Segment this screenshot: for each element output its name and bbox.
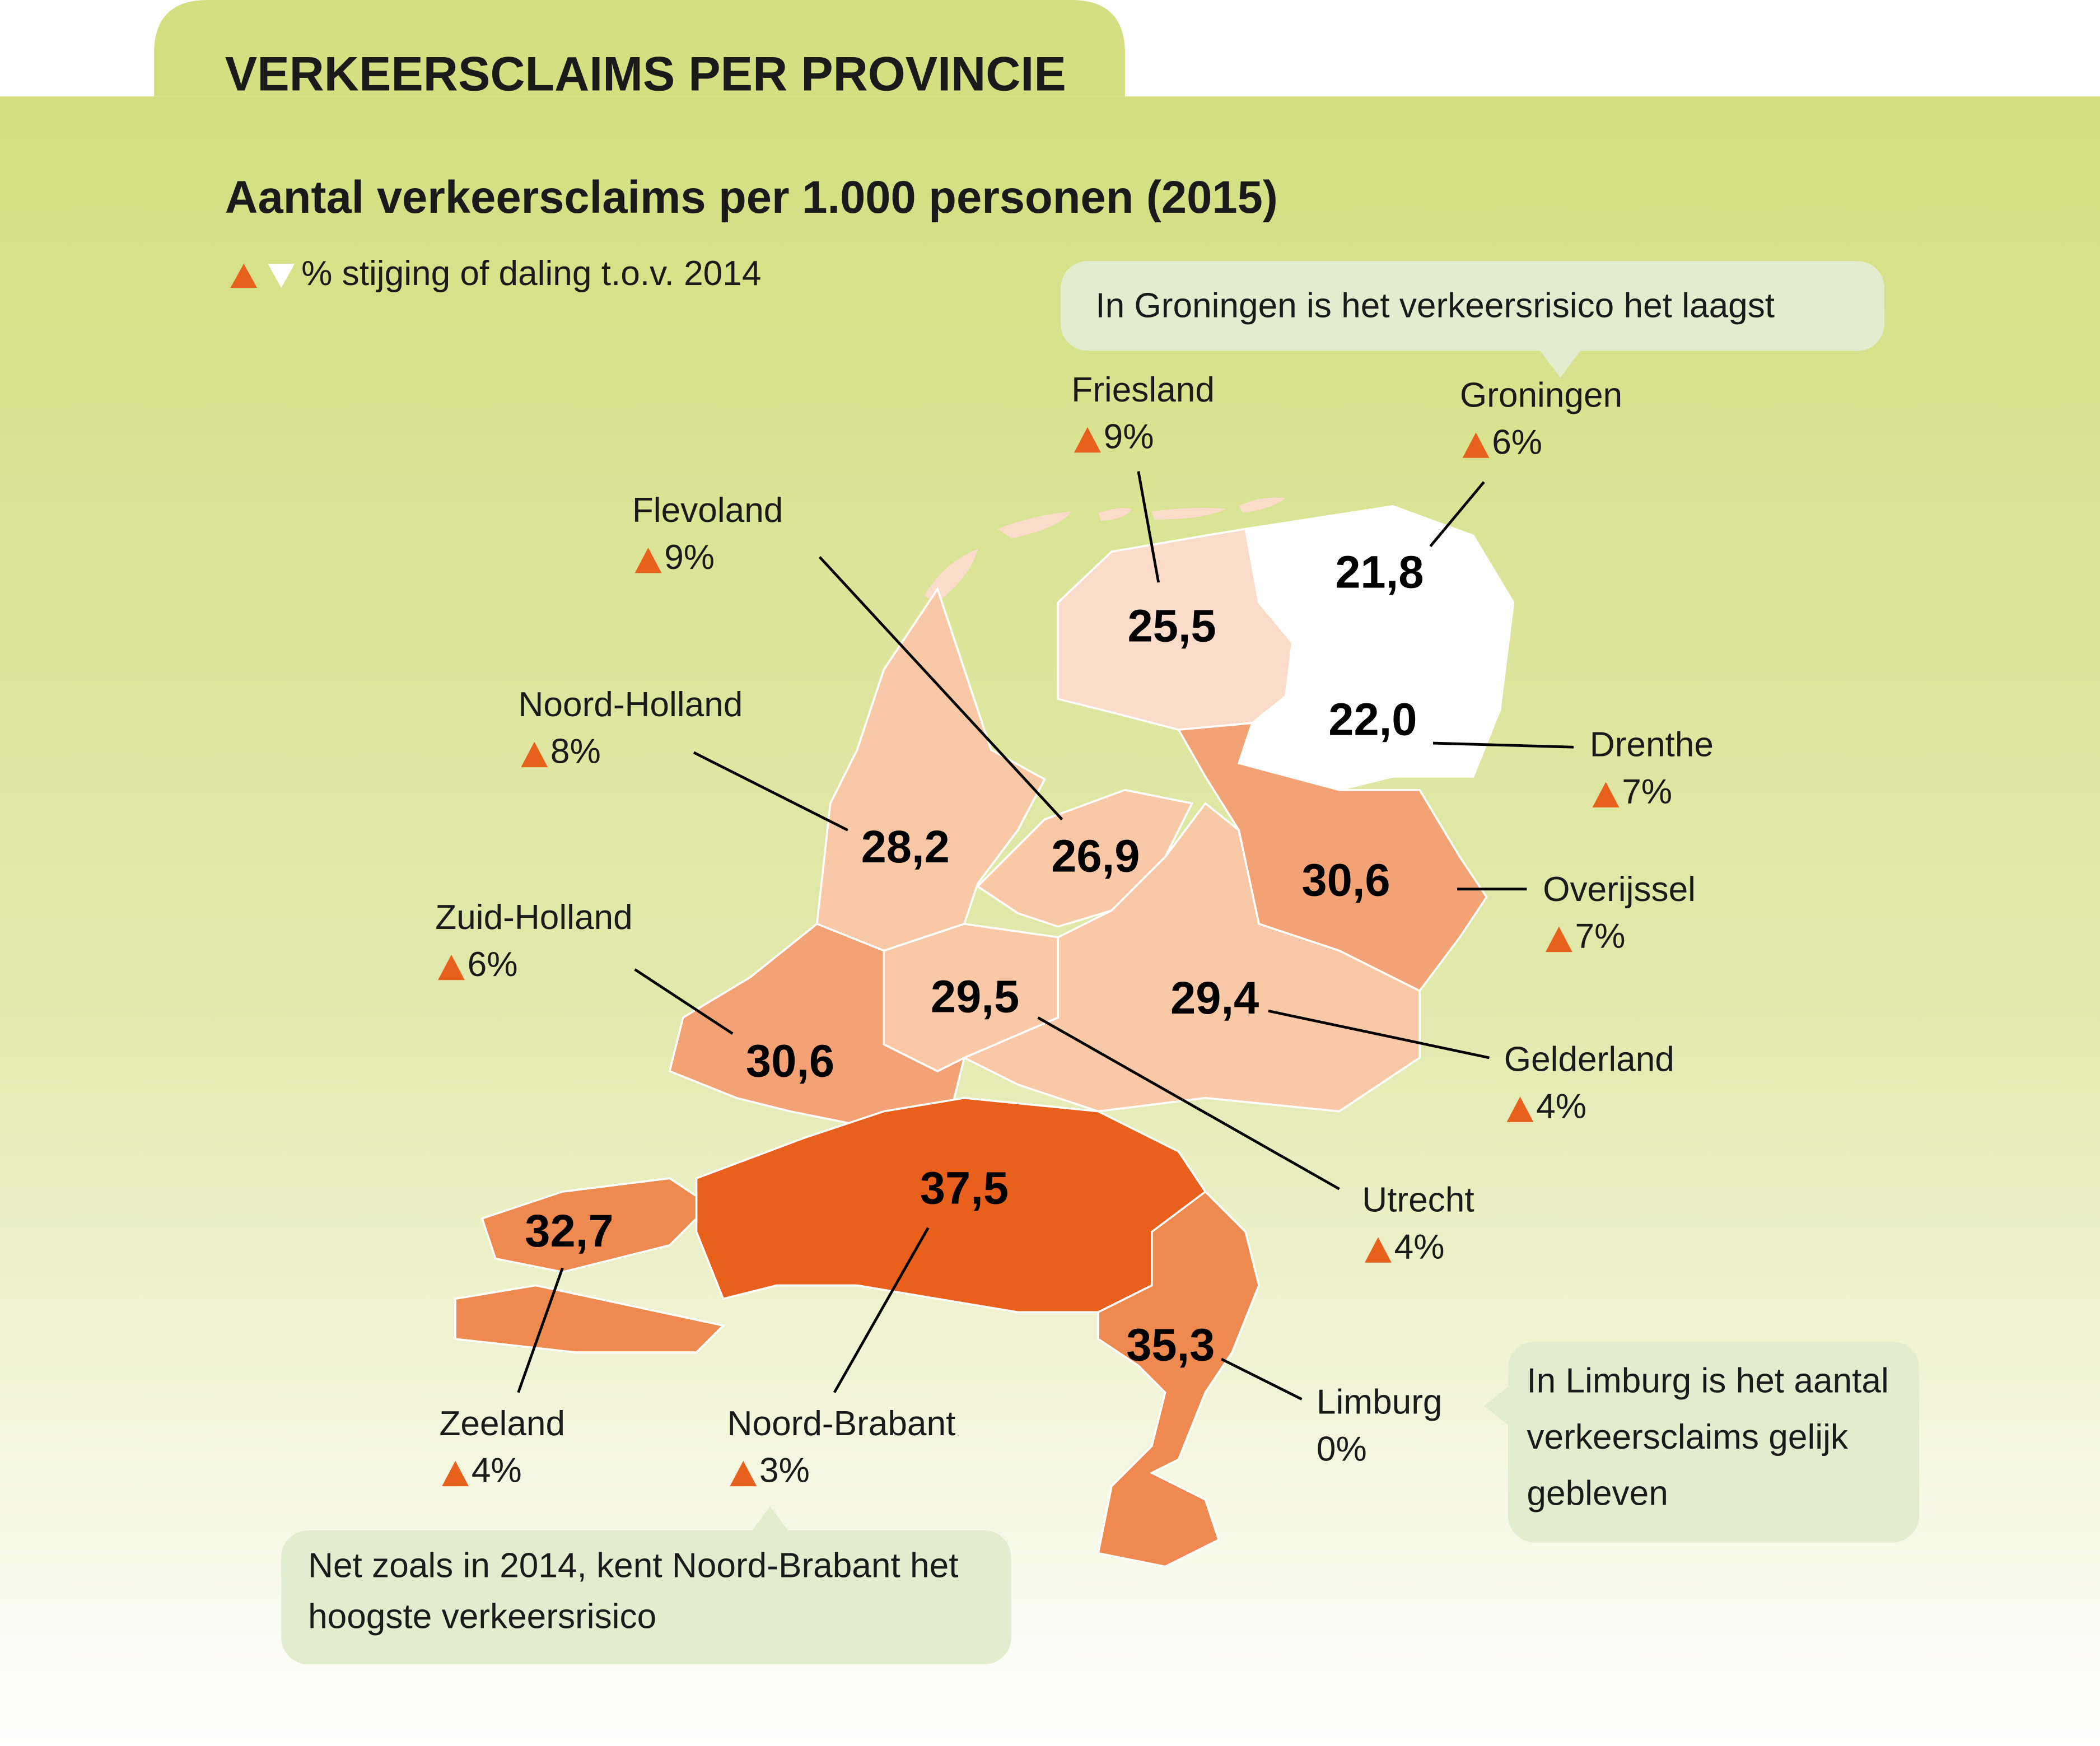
province-value: 29,4 bbox=[1170, 973, 1259, 1024]
leader-line bbox=[1432, 741, 1574, 749]
callout-box bbox=[281, 1530, 1011, 1665]
trend-up-icon bbox=[1462, 432, 1490, 458]
leader-line bbox=[818, 556, 1063, 820]
callout-text: Net zoals in 2014, kent Noord-Brabant he… bbox=[308, 1545, 959, 1636]
legend-down bbox=[268, 264, 295, 288]
leader-line bbox=[833, 1227, 930, 1393]
callout-tail bbox=[1540, 351, 1581, 378]
province-change: 0% bbox=[1317, 1430, 1367, 1468]
province-value: 26,9 bbox=[1051, 831, 1140, 882]
province-value: 30,6 bbox=[1301, 855, 1390, 906]
header-title: VERKEERSCLAIMS PER PROVINCIE bbox=[225, 47, 1066, 101]
callout-tail bbox=[1483, 1385, 1510, 1426]
province-shape bbox=[815, 587, 1046, 952]
trend-up-icon bbox=[1592, 782, 1620, 807]
province-change: 4% bbox=[1394, 1227, 1445, 1266]
callout-groningen: In Groningen is het verkeersrisico het l… bbox=[1061, 261, 1884, 378]
province-change: 6% bbox=[468, 945, 518, 984]
province-name: Noord-Brabant bbox=[727, 1404, 956, 1443]
trend-up-icon bbox=[1545, 926, 1572, 953]
trend-up-icon bbox=[1365, 1237, 1392, 1263]
leader-line bbox=[517, 1267, 564, 1393]
province-name: Overijssel bbox=[1543, 870, 1696, 909]
trend-up-icon bbox=[442, 1460, 469, 1487]
province-change: 7% bbox=[1575, 917, 1626, 956]
trend-up-icon bbox=[521, 741, 548, 768]
province-shape bbox=[1096, 1190, 1260, 1568]
province-name: Gelderland bbox=[1504, 1040, 1674, 1079]
trend-up-icon bbox=[1506, 1096, 1534, 1122]
island bbox=[1239, 497, 1286, 513]
province-name: Zuid-Holland bbox=[435, 898, 632, 937]
callout-box bbox=[1508, 1341, 1920, 1543]
island bbox=[1098, 508, 1132, 521]
province-change: 4% bbox=[1536, 1087, 1586, 1126]
leader-line bbox=[1268, 1009, 1490, 1059]
island bbox=[1151, 508, 1226, 520]
trend-up-icon bbox=[1074, 427, 1101, 453]
province-value: 32,7 bbox=[525, 1206, 613, 1257]
legend-text: % stijging of daling t.o.v. 2014 bbox=[301, 254, 761, 293]
province-change: 3% bbox=[759, 1451, 810, 1490]
callout-box bbox=[1061, 261, 1884, 351]
province-shape bbox=[962, 802, 1421, 1113]
callout-text: In Limburg is het aantal verkeersclaims … bbox=[1527, 1360, 1889, 1513]
province-value: 22,0 bbox=[1328, 694, 1417, 745]
labels: 21,8 Groningen 6% 25,5 Friesland 9% 22,0 Drenth… bbox=[435, 371, 1714, 1490]
map bbox=[454, 505, 1515, 1568]
island bbox=[997, 511, 1072, 539]
province-shape bbox=[454, 1284, 726, 1353]
leader-line bbox=[1137, 471, 1160, 583]
province-name: Noord-Holland bbox=[519, 685, 743, 724]
province-name: Friesland bbox=[1071, 371, 1215, 409]
province-change: 4% bbox=[472, 1451, 522, 1490]
trend-up-icon bbox=[438, 954, 465, 981]
province-value: 37,5 bbox=[920, 1163, 1009, 1214]
province-change: 7% bbox=[1622, 772, 1672, 811]
province-name: Utrecht bbox=[1362, 1181, 1474, 1220]
province-change: 9% bbox=[664, 538, 715, 577]
province-value: 29,5 bbox=[931, 972, 1019, 1023]
callout-text: In Groningen is het verkeersrisico het l… bbox=[1095, 286, 1775, 325]
province-change: 9% bbox=[1104, 418, 1154, 456]
province-value: 35,3 bbox=[1126, 1319, 1215, 1370]
callout-limburg: In Limburg is het aantal verkeersclaims … bbox=[1483, 1341, 1920, 1543]
leader-line bbox=[634, 968, 734, 1035]
leader-line bbox=[693, 751, 848, 832]
province-change: 6% bbox=[1492, 423, 1542, 461]
callout-text-wrap: In Limburg is het aantal verkeersclaims … bbox=[1527, 1360, 1889, 1513]
province-value: 25,5 bbox=[1128, 600, 1216, 651]
province-value: 21,8 bbox=[1335, 547, 1424, 598]
header-tab bbox=[154, 0, 1125, 97]
province-name: Limburg bbox=[1317, 1383, 1443, 1422]
trend-up-icon bbox=[634, 547, 662, 573]
callout-tail bbox=[750, 1506, 791, 1533]
leader-line bbox=[1429, 481, 1485, 548]
callout-text-wrap: Net zoals in 2014, kent Noord-Brabant he… bbox=[308, 1545, 959, 1636]
province-shape bbox=[480, 1177, 712, 1273]
callout-brabant: Net zoals in 2014, kent Noord-Brabant he… bbox=[281, 1506, 1011, 1665]
province-value: 30,6 bbox=[746, 1035, 834, 1086]
leader-line bbox=[1037, 1016, 1340, 1191]
province-name: Flevoland bbox=[632, 491, 783, 530]
leader-line bbox=[1221, 1357, 1303, 1400]
province-change: 8% bbox=[550, 732, 601, 771]
province-value: 28,2 bbox=[861, 821, 950, 872]
trend-up-icon bbox=[730, 1460, 757, 1487]
province-name: Drenthe bbox=[1590, 726, 1714, 764]
legend-up bbox=[230, 264, 258, 288]
subtitle: Aantal verkeersclaims per 1.000 personen… bbox=[225, 172, 1278, 223]
province-name: Zeeland bbox=[439, 1404, 565, 1443]
province-name: Groningen bbox=[1460, 376, 1622, 415]
